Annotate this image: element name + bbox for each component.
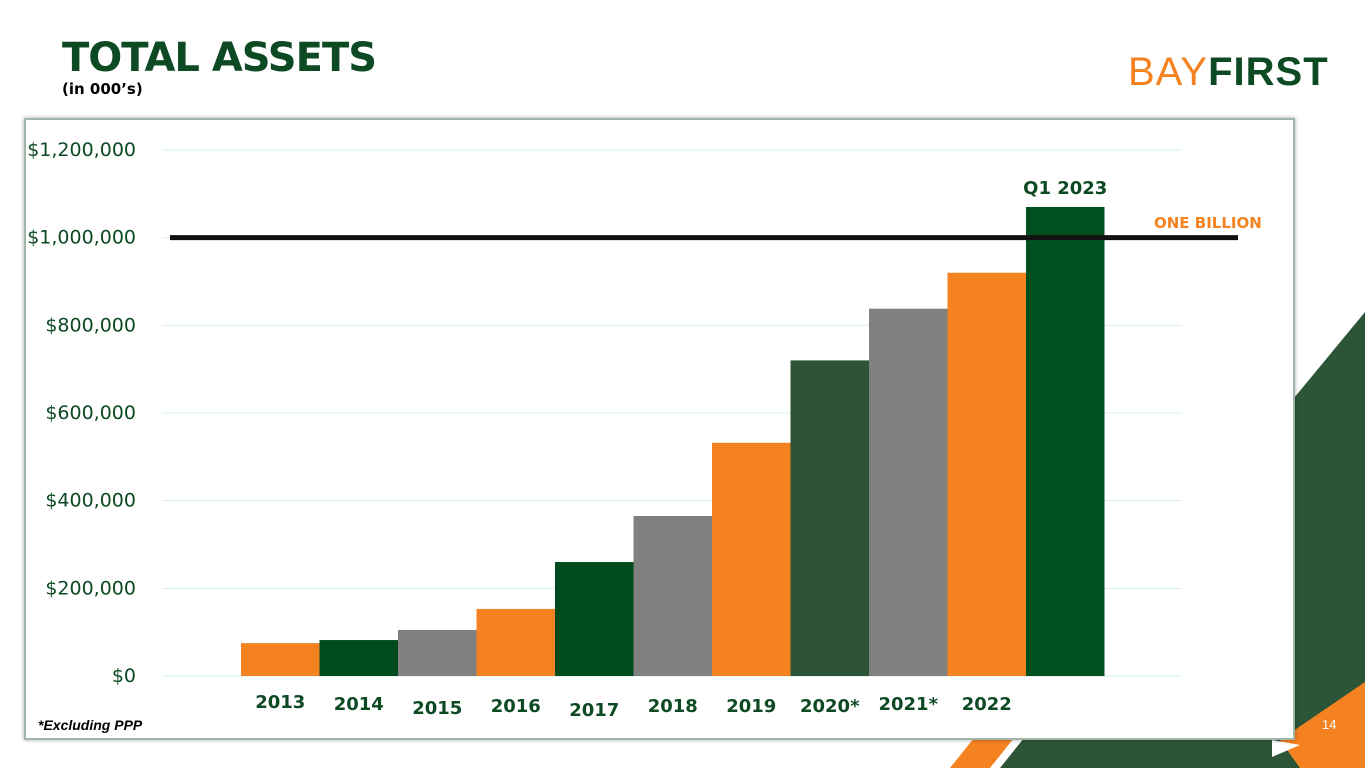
bar bbox=[476, 608, 555, 676]
x-tick-label: 2016 bbox=[491, 696, 541, 717]
y-tick-label: $400,000 bbox=[45, 490, 136, 512]
green-corner-triangle bbox=[1294, 312, 1365, 768]
orange-corner-triangle bbox=[1280, 682, 1365, 768]
page-number: 14 bbox=[1322, 717, 1337, 732]
page-title: TOTAL ASSETS bbox=[62, 35, 377, 81]
bar bbox=[1026, 206, 1105, 676]
bar bbox=[555, 562, 634, 676]
y-tick-label: $800,000 bbox=[45, 314, 136, 336]
x-tick-label: 2020* bbox=[800, 696, 860, 717]
reference-line-label: ONE BILLION bbox=[1154, 214, 1262, 232]
footnote: *Excluding PPP bbox=[38, 717, 143, 733]
x-tick-label: 2019 bbox=[726, 696, 776, 717]
white-arrow-mark bbox=[1272, 740, 1300, 757]
bar bbox=[712, 442, 791, 676]
y-tick-label: $1,200,000 bbox=[27, 139, 136, 161]
x-tick-label: 2015 bbox=[412, 698, 462, 719]
bar bbox=[398, 629, 477, 676]
page-subtitle: (in 000’s) bbox=[62, 80, 143, 98]
bar bbox=[633, 516, 712, 676]
x-tick-label: 2021* bbox=[878, 694, 938, 715]
y-tick-label: $1,000,000 bbox=[27, 227, 136, 249]
bar bbox=[790, 360, 869, 676]
logo-bay: BAY bbox=[1128, 50, 1209, 94]
bar bbox=[241, 643, 320, 676]
x-tick-label: 2014 bbox=[334, 694, 384, 715]
x-tick-label: 2022 bbox=[962, 694, 1012, 715]
logo-first: FIRST bbox=[1208, 50, 1329, 94]
bayfirst-logo: BAYFIRST bbox=[1128, 48, 1329, 96]
x-tick-label: 2018 bbox=[648, 696, 698, 717]
y-tick-label: $600,000 bbox=[45, 402, 136, 424]
x-tick-label: 2013 bbox=[255, 692, 305, 713]
x-tick-label: 2017 bbox=[569, 700, 619, 721]
bar-top-label: Q1 2023 bbox=[1023, 178, 1107, 199]
y-tick-label: $0 bbox=[112, 665, 136, 687]
y-tick-label: $200,000 bbox=[45, 577, 136, 599]
bar bbox=[869, 308, 948, 676]
bar bbox=[947, 272, 1026, 676]
bar bbox=[319, 640, 398, 676]
